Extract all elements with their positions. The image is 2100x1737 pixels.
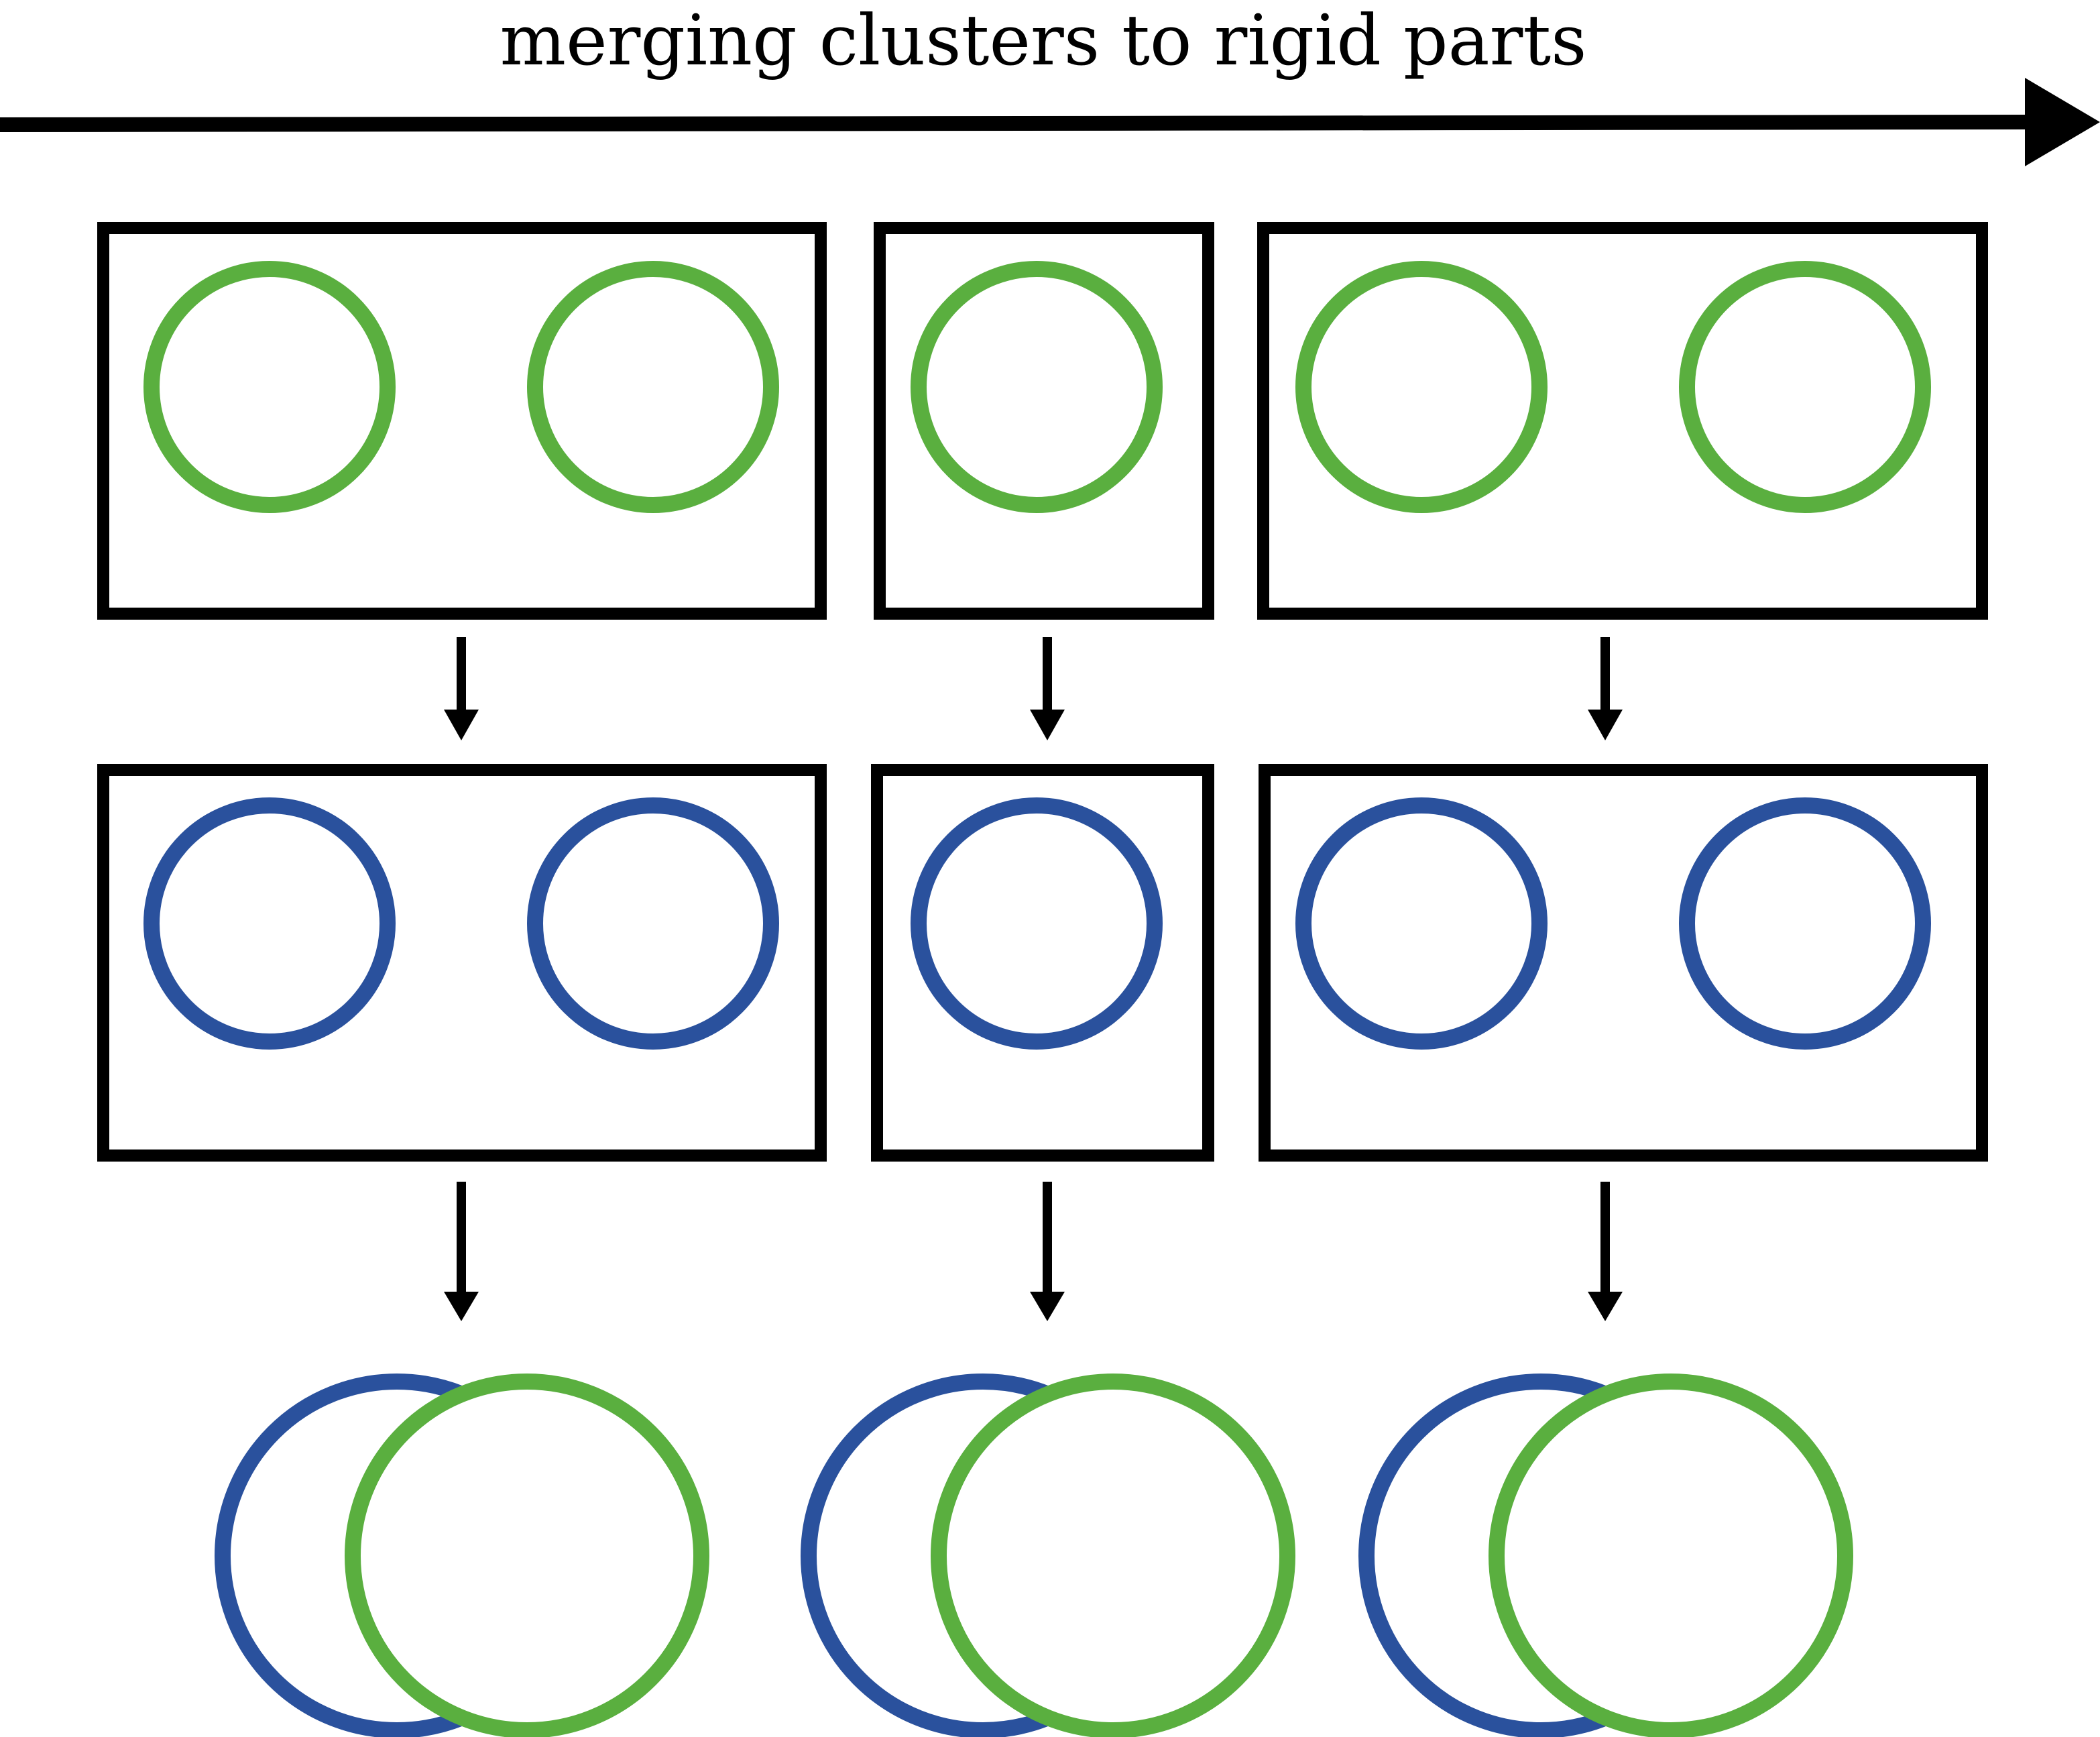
blue-cluster bbox=[527, 797, 779, 1050]
down-arrow bbox=[444, 1182, 479, 1321]
blue-cluster bbox=[143, 797, 396, 1050]
green-cluster bbox=[143, 261, 396, 513]
row-blue-clusters bbox=[97, 764, 1988, 1162]
arrows-row2-to-row3 bbox=[444, 1182, 1623, 1321]
down-arrow bbox=[444, 637, 479, 740]
cluster-box-right bbox=[1259, 764, 1988, 1162]
progress-arrowhead bbox=[2025, 78, 2100, 166]
green-rigid-part bbox=[345, 1374, 709, 1737]
green-rigid-part bbox=[931, 1374, 1295, 1737]
blue-cluster bbox=[1679, 797, 1931, 1050]
green-rigid-part bbox=[1489, 1374, 1853, 1737]
row-merged-rigid-parts bbox=[215, 1374, 1853, 1737]
progress-arrow bbox=[0, 78, 2100, 166]
down-arrow bbox=[1588, 637, 1623, 740]
down-arrow bbox=[1588, 1182, 1623, 1321]
blue-cluster bbox=[1295, 797, 1548, 1050]
diagram-title: merging clusters to rigid parts bbox=[500, 0, 1587, 81]
blue-cluster bbox=[911, 797, 1163, 1050]
cluster-box-right bbox=[1257, 222, 1988, 620]
down-arrow bbox=[1030, 637, 1065, 740]
green-cluster bbox=[1295, 261, 1548, 513]
cluster-box-left bbox=[97, 222, 827, 620]
green-cluster bbox=[527, 261, 779, 513]
cluster-box-middle bbox=[874, 222, 1214, 620]
merged-part-right bbox=[1358, 1374, 1853, 1737]
arrows-row1-to-row2 bbox=[444, 637, 1623, 740]
merged-part-left bbox=[215, 1374, 709, 1737]
down-arrow bbox=[1030, 1182, 1065, 1321]
row-green-clusters bbox=[97, 222, 1988, 620]
green-cluster bbox=[911, 261, 1163, 513]
progress-arrow-shaft bbox=[0, 115, 2029, 132]
merged-part-middle bbox=[801, 1374, 1295, 1737]
cluster-box-left bbox=[97, 764, 827, 1162]
cluster-box-middle bbox=[871, 764, 1214, 1162]
green-cluster bbox=[1679, 261, 1931, 513]
